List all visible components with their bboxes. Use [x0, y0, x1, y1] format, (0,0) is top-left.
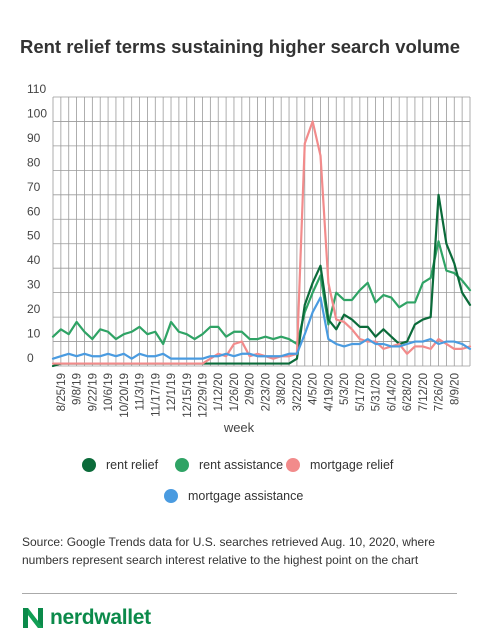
- x-tick-label: 6/28/20: [402, 373, 414, 411]
- y-tick-label: 20: [27, 302, 41, 316]
- x-tick-label: 5/31/20: [371, 373, 383, 411]
- nerdwallet-logo: nerdwallet: [22, 606, 151, 630]
- x-tick-label: 4/5/20: [308, 373, 320, 405]
- x-tick-label: 7/26/20: [434, 373, 446, 411]
- legend-label: mortgage assistance: [188, 489, 304, 503]
- y-tick-label: 10: [27, 327, 41, 341]
- x-tick-label: 3/22/20: [292, 373, 304, 411]
- series-line-mortgage-assistance: [51, 296, 472, 360]
- x-tick-label: 8/9/20: [449, 373, 461, 405]
- horizontal-gridlines: [53, 96, 470, 367]
- x-tick-label: 2/9/20: [245, 373, 257, 405]
- x-tick-label: 10/6/19: [103, 373, 115, 411]
- legend-label: rent relief: [106, 458, 159, 472]
- series-line-rent-assistance: [51, 240, 472, 346]
- source-note: Source: Google Trends data for U.S. sear…: [22, 535, 435, 567]
- chart-title: Rent relief terms sustaining higher sear…: [19, 36, 461, 57]
- legend-label: rent assistance: [199, 458, 284, 472]
- x-tick-label: 1/12/20: [213, 373, 225, 411]
- y-tick-label: 90: [27, 131, 41, 145]
- x-tick-label: 5/3/20: [339, 373, 351, 405]
- y-tick-label: 80: [27, 155, 41, 169]
- x-tick-label: 6/14/20: [386, 373, 398, 411]
- legend-item-mortgage-relief: mortgage relief: [286, 458, 393, 472]
- legend-item-mortgage-assistance: mortgage assistance: [164, 489, 303, 503]
- legend-swatch: [164, 489, 178, 503]
- line-chart: 0 10 20 30 40 50 60 70 80 90 100 110 8/25/19 9/8/19 9…: [27, 82, 472, 435]
- x-axis-label: week: [223, 420, 255, 435]
- nerdwallet-logo-icon: [23, 608, 43, 628]
- divider: [22, 593, 457, 594]
- legend-label: mortgage relief: [310, 458, 394, 472]
- y-tick-label: 40: [27, 253, 41, 267]
- legend-swatch: [286, 458, 300, 472]
- x-tick-label: 11/3/19: [135, 373, 147, 411]
- y-tick-label: 50: [27, 229, 41, 243]
- x-tick-label: 7/12/20: [418, 373, 430, 411]
- x-tick-label: 12/1/19: [166, 373, 178, 411]
- legend-item-rent-assistance: rent assistance: [175, 458, 283, 472]
- x-tick-label: 12/15/19: [182, 373, 194, 418]
- y-tick-label: 60: [27, 204, 41, 218]
- x-tick-label: 9/8/19: [72, 373, 84, 405]
- vertical-gridlines: [52, 97, 471, 366]
- x-tick-label: 11/17/19: [150, 373, 162, 417]
- y-tick-label: 30: [27, 278, 41, 292]
- x-tick-label: 9/22/19: [87, 373, 99, 411]
- x-tick-label: 2/23/20: [260, 373, 272, 411]
- x-tick-label: 5/17/20: [355, 373, 367, 411]
- series-lines: [51, 120, 472, 368]
- legend-item-rent-relief: rent relief: [82, 458, 158, 472]
- y-tick-label: 110: [27, 82, 46, 96]
- x-axis-tick-labels: 8/25/19 9/8/19 9/22/19 10/6/19 10/20/19 11/3/…: [56, 373, 461, 418]
- x-tick-label: 4/19/20: [323, 373, 335, 411]
- x-tick-label: 3/8/20: [276, 373, 288, 405]
- y-tick-label: 70: [27, 180, 41, 194]
- brand-name: nerdwallet: [50, 606, 151, 629]
- x-tick-label: 8/25/19: [56, 373, 68, 411]
- x-tick-label: 10/20/19: [119, 373, 131, 418]
- x-tick-label: 1/26/20: [229, 373, 241, 411]
- y-tick-label: 100: [27, 106, 47, 120]
- legend-swatch: [82, 458, 96, 472]
- y-tick-label: 0: [27, 351, 34, 365]
- y-axis-tick-labels: 0 10 20 30 40 50 60 70 80 90 100 110: [27, 82, 47, 365]
- x-tick-label: 12/29/19: [197, 373, 209, 418]
- legend-swatch: [175, 458, 189, 472]
